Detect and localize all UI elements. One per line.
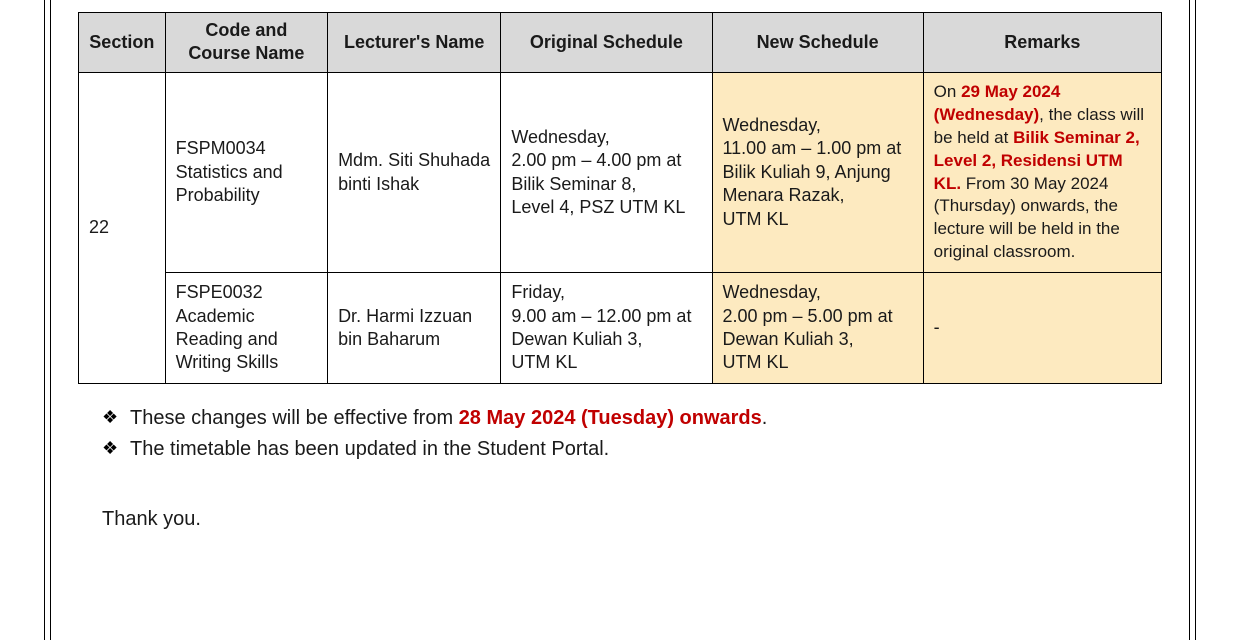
cell-remarks: On 29 May 2024 (Wednesday), the class wi… [923, 72, 1161, 273]
schedule-line: 11.00 am – 1.00 pm at [723, 137, 913, 160]
cell-new-schedule: Wednesday, 11.00 am – 1.00 pm at Bilik K… [712, 72, 923, 273]
note-item: These changes will be effective from 28 … [102, 404, 1162, 433]
document-content: Section Code and Course Name Lecturer's … [44, 12, 1196, 531]
schedule-line: Menara Razak, [723, 184, 913, 207]
closing-text: Thank you. [102, 508, 1162, 531]
cell-lecturer: Dr. Harmi Izzuan bin Baharum [328, 273, 501, 384]
note-item: The timetable has been updated in the St… [102, 435, 1162, 464]
cell-section: 22 [79, 72, 166, 383]
course-name-line: Reading and [176, 328, 317, 351]
cell-original-schedule: Wednesday, 2.00 pm – 4.00 pm at Bilik Se… [501, 72, 712, 273]
schedule-line: UTM KL [511, 351, 701, 374]
note-text-pre: These changes will be effective from [130, 407, 459, 429]
header-new: New Schedule [712, 13, 923, 73]
schedule-line: Wednesday, [723, 114, 913, 137]
table-header-row: Section Code and Course Name Lecturer's … [79, 13, 1162, 73]
schedule-line: Bilik Kuliah 9, Anjung [723, 161, 913, 184]
header-lecturer: Lecturer's Name [328, 13, 501, 73]
notes-list: These changes will be effective from 28 … [102, 404, 1162, 464]
cell-course: FSPE0032 Academic Reading and Writing Sk… [165, 273, 327, 384]
header-section: Section [79, 13, 166, 73]
table-row: 22 FSPM0034 Statistics and Probability M… [79, 72, 1162, 273]
remarks-text-pre: On [934, 82, 961, 101]
cell-course: FSPM0034 Statistics and Probability [165, 72, 327, 273]
schedule-line: UTM KL [723, 351, 913, 374]
course-code: FSPM0034 [176, 137, 317, 160]
schedule-line: Friday, [511, 281, 701, 304]
table-header: Section Code and Course Name Lecturer's … [79, 13, 1162, 73]
cell-original-schedule: Friday, 9.00 am – 12.00 pm at Dewan Kuli… [501, 273, 712, 384]
header-original: Original Schedule [501, 13, 712, 73]
remarks-text-post: From 30 May 2024 (Thursday) onwards, the… [934, 174, 1120, 262]
note-effective-date: 28 May 2024 (Tuesday) onwards [459, 407, 762, 429]
cell-remarks: - [923, 273, 1161, 384]
header-course: Code and Course Name [165, 13, 327, 73]
schedule-line: Bilik Seminar 8, [511, 173, 701, 196]
cell-lecturer: Mdm. Siti Shuhada binti Ishak [328, 72, 501, 273]
document-page: Section Code and Course Name Lecturer's … [0, 0, 1240, 640]
schedule-line: 2.00 pm – 5.00 pm at [723, 305, 913, 328]
course-name-line: Writing Skills [176, 351, 317, 374]
cell-new-schedule: Wednesday, 2.00 pm – 5.00 pm at Dewan Ku… [712, 273, 923, 384]
lecturer-line: bin Baharum [338, 328, 490, 351]
schedule-line: 9.00 am – 12.00 pm at [511, 305, 701, 328]
schedule-line: 2.00 pm – 4.00 pm at [511, 149, 701, 172]
header-remarks: Remarks [923, 13, 1161, 73]
schedule-line: UTM KL [723, 208, 913, 231]
note-text-post: . [762, 407, 768, 429]
schedule-table: Section Code and Course Name Lecturer's … [78, 12, 1162, 384]
schedule-line: Level 4, PSZ UTM KL [511, 196, 701, 219]
course-code: FSPE0032 [176, 281, 317, 304]
schedule-line: Dewan Kuliah 3, [511, 328, 701, 351]
course-name-line: Statistics and [176, 161, 317, 184]
schedule-line: Wednesday, [723, 281, 913, 304]
lecturer-line: Dr. Harmi Izzuan [338, 305, 490, 328]
schedule-line: Wednesday, [511, 126, 701, 149]
course-name-line: Probability [176, 184, 317, 207]
lecturer-line: Mdm. Siti Shuhada [338, 149, 490, 172]
schedule-line: Dewan Kuliah 3, [723, 328, 913, 351]
course-name-line: Academic [176, 305, 317, 328]
note-text: The timetable has been updated in the St… [130, 438, 609, 460]
lecturer-line: binti Ishak [338, 173, 490, 196]
table-row: FSPE0032 Academic Reading and Writing Sk… [79, 273, 1162, 384]
